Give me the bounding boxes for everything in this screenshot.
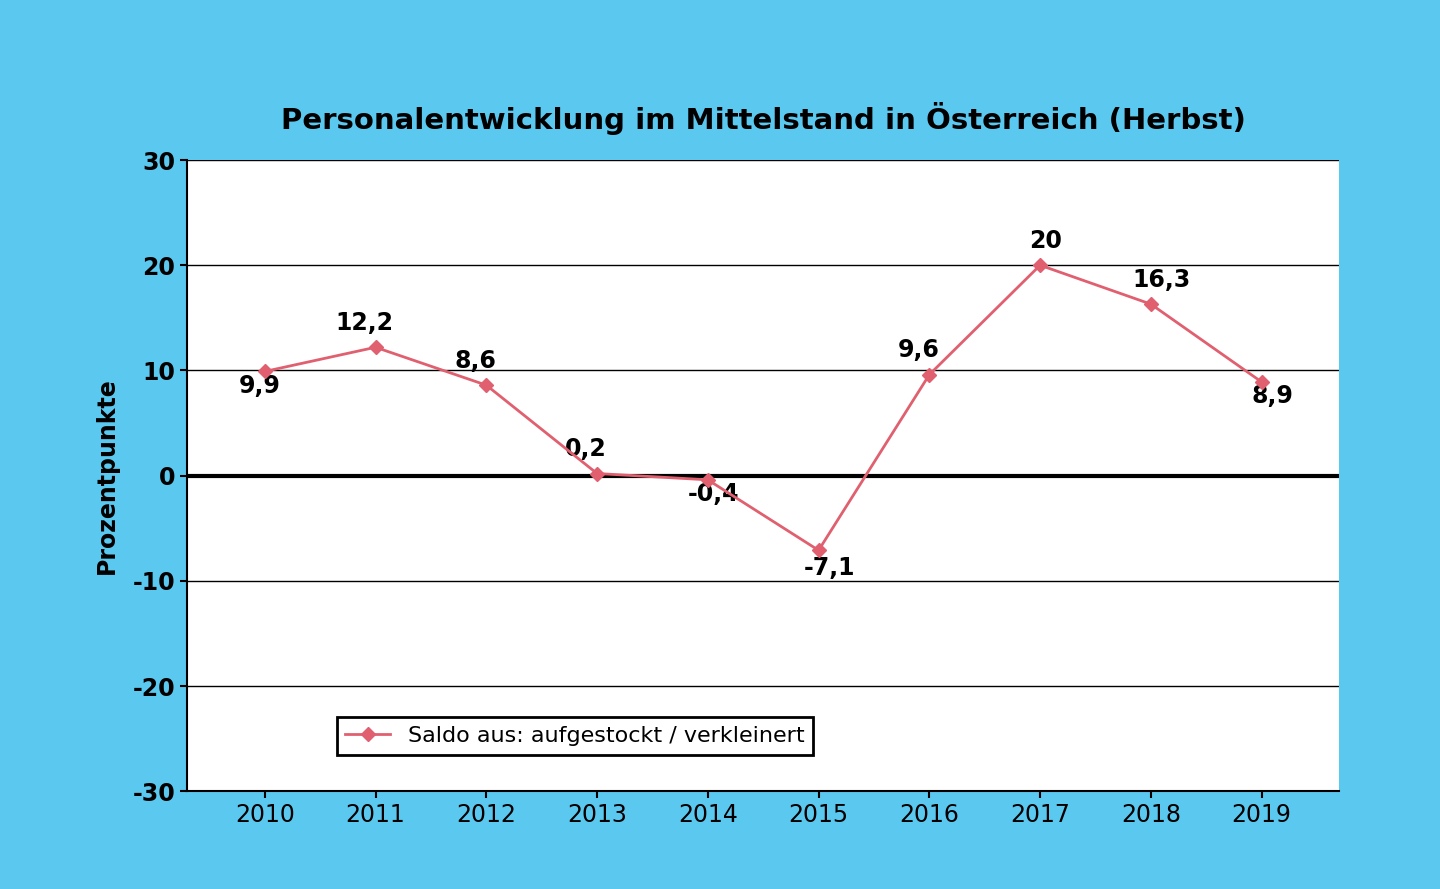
Title: Personalentwicklung im Mittelstand in Österreich (Herbst): Personalentwicklung im Mittelstand in Ös…: [281, 102, 1246, 135]
Text: 8,9: 8,9: [1251, 384, 1293, 408]
Text: 20: 20: [1030, 228, 1063, 252]
Text: 16,3: 16,3: [1133, 268, 1191, 292]
Text: 12,2: 12,2: [336, 310, 393, 334]
Text: 8,6: 8,6: [454, 348, 497, 372]
Text: 9,6: 9,6: [897, 338, 939, 362]
Text: -0,4: -0,4: [688, 482, 739, 506]
Y-axis label: Prozentpunkte: Prozentpunkte: [95, 377, 118, 574]
Text: 0,2: 0,2: [564, 436, 606, 461]
Legend: Saldo aus: aufgestockt / verkleinert: Saldo aus: aufgestockt / verkleinert: [337, 717, 814, 755]
Text: -7,1: -7,1: [804, 556, 855, 580]
Text: 9,9: 9,9: [238, 373, 281, 397]
